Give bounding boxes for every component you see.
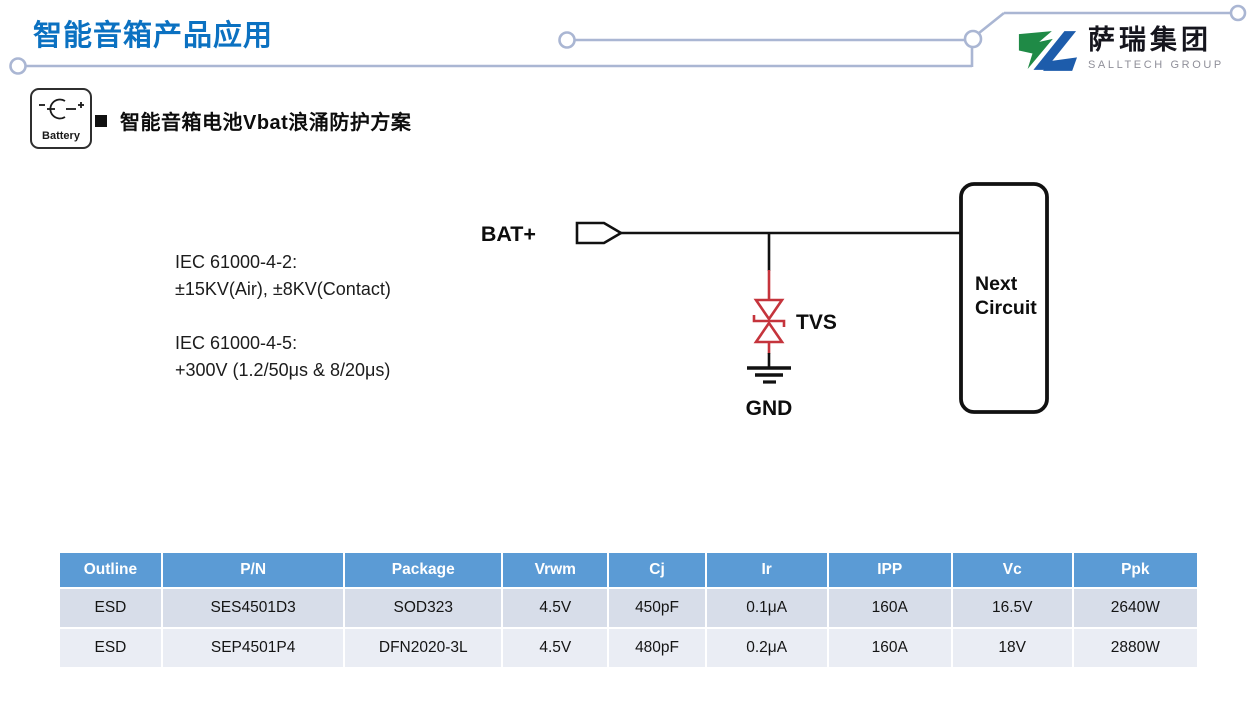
- table-cell: 4.5V: [503, 589, 608, 627]
- table-cell: ESD: [60, 589, 161, 627]
- table-cell: ESD: [60, 629, 161, 667]
- column-header: Vrwm: [503, 553, 608, 587]
- column-header: Ppk: [1073, 553, 1197, 587]
- bat-plus-label: BAT+: [481, 222, 536, 246]
- next-circuit-label-line1: Next: [975, 273, 1018, 295]
- iec-spec-title: IEC 61000-4-2:: [175, 252, 298, 272]
- table-cell: 18V: [952, 629, 1072, 667]
- iec-61000-4-2-block: IEC 61000-4-2: ±15KV(Air), ±8KV(Contact): [175, 249, 391, 303]
- battery-icon-label: Battery: [42, 130, 80, 142]
- column-header: Cj: [609, 553, 705, 587]
- gnd-label: GND: [746, 397, 793, 420]
- ground-symbol: [747, 353, 791, 384]
- company-name-cn: 萨瑞集团: [1088, 25, 1212, 55]
- column-header: Ir: [706, 553, 827, 587]
- table-cell: 160A: [828, 629, 951, 667]
- column-header: P/N: [162, 553, 344, 587]
- section-heading: 智能音箱电池Vbat浪涌防护方案: [95, 106, 411, 135]
- iec-spec-text: IEC 61000-4-2: ±15KV(Air), ±8KV(Contact)…: [175, 249, 391, 411]
- table-cell: 16.5V: [952, 589, 1072, 627]
- battery-cell-symbol-icon: [39, 98, 84, 120]
- table-cell: 2640W: [1073, 589, 1197, 627]
- table-cell: 2880W: [1073, 629, 1197, 667]
- column-header: Outline: [60, 553, 161, 587]
- table-cell: SOD323: [345, 589, 502, 627]
- page-title: 智能音箱产品应用: [33, 20, 274, 52]
- table-cell: 0.2μA: [706, 629, 827, 667]
- spec-table-body: ESD SES4501D3 SOD323 4.5V 450pF 0.1μA 160A 16.5…: [60, 589, 1197, 667]
- table-row: ESD SEP4501P4 DFN2020-3L 4.5V 480pF 0.2μA 160A…: [60, 629, 1197, 667]
- table-cell: SES4501D3: [162, 589, 344, 627]
- iec-spec-value: +300V (1.2/50μs & 8/20μs): [175, 360, 391, 380]
- section-heading-text: 智能音箱电池Vbat浪涌防护方案: [120, 112, 412, 134]
- tvs-diode-symbol: [752, 270, 786, 354]
- logo-blue-diagonal: [1033, 31, 1077, 70]
- tvs-protection-circuit: BAT+ TVS GND Next Circuit: [481, 182, 1049, 420]
- column-header: IPP: [828, 553, 951, 587]
- table-cell: 4.5V: [503, 629, 608, 667]
- tvs-label: TVS: [796, 311, 837, 334]
- table-cell: 160A: [828, 589, 951, 627]
- company-name-en: SALLTECH GROUP: [1088, 58, 1224, 71]
- logo-green-shape: [1018, 31, 1053, 69]
- next-circuit-box: [959, 182, 1049, 414]
- table-cell: SEP4501P4: [162, 629, 344, 667]
- table-row: ESD SES4501D3 SOD323 4.5V 450pF 0.1μA 160A 16.5…: [60, 589, 1197, 627]
- table-cell: 480pF: [609, 629, 705, 667]
- part-spec-table: Outline P/N Package Vrwm Cj Ir IPP Vc Ppk ESD SES…: [58, 551, 1199, 669]
- input-port-symbol: [575, 221, 624, 245]
- square-bullet-icon: [95, 114, 107, 127]
- column-header: Package: [345, 553, 502, 587]
- next-circuit-label-line2: Circuit: [975, 297, 1037, 319]
- iec-61000-4-5-block: IEC 61000-4-5: +300V (1.2/50μs & 8/20μs): [175, 330, 391, 384]
- battery-icon: Battery: [30, 88, 92, 149]
- logo-blue-bar: [1043, 57, 1078, 71]
- iec-spec-value: ±15KV(Air), ±8KV(Contact): [175, 279, 391, 299]
- table-cell: 450pF: [609, 589, 705, 627]
- company-logo: 萨瑞集团 SALLTECH GROUP: [1016, 25, 1224, 75]
- table-cell: DFN2020-3L: [345, 629, 502, 667]
- salltech-logo-icon: [1018, 31, 1078, 71]
- iec-spec-title: IEC 61000-4-5:: [175, 333, 298, 353]
- column-header: Vc: [952, 553, 1072, 587]
- spec-table-header-row: Outline P/N Package Vrwm Cj Ir IPP Vc Ppk: [60, 553, 1197, 587]
- table-cell: 0.1μA: [706, 589, 827, 627]
